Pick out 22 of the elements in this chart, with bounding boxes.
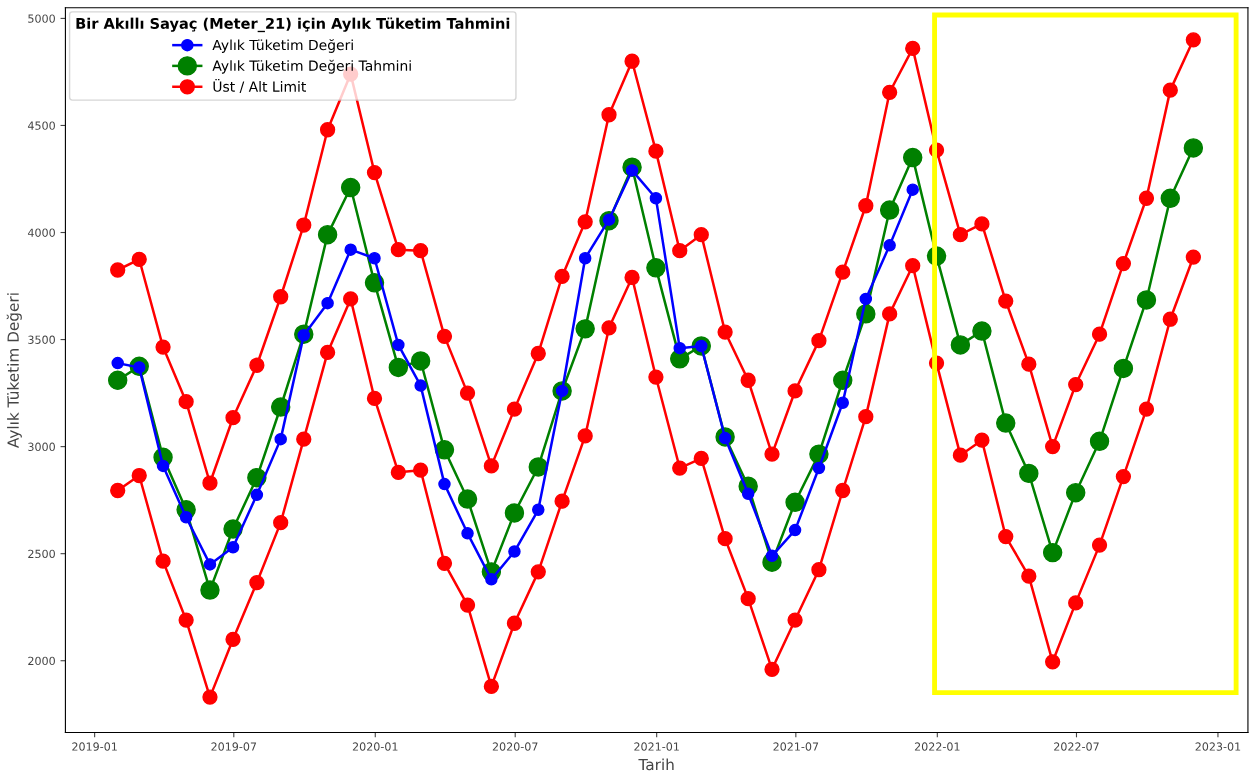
y-tick-label: 2000	[28, 656, 55, 666]
x-tick-label: 2019-01	[72, 742, 117, 751]
y-axis-title: Aylık Tüketim Değeri	[6, 293, 22, 448]
x-tick-label: 2019-07	[211, 742, 257, 751]
x-tick-label: 2020-01	[352, 742, 398, 751]
x-tick-label: 2023-01	[1195, 742, 1241, 751]
y-tick-label: 3500	[28, 335, 55, 344]
y-tick-label: 3000	[28, 442, 55, 451]
x-tick-label: 2021-01	[634, 742, 679, 751]
legend-label: Aylık Tüketim Değeri Tahmini	[212, 59, 411, 74]
x-axis-title: Tarih	[638, 758, 674, 771]
legend-title: Bir Akıllı Sayaç (Meter_21) için Aylık Tüketim Tahmini	[76, 17, 510, 33]
x-tick-label: 2021-07	[773, 742, 819, 751]
y-tick-label: 5000	[28, 14, 55, 23]
legend-label: Üst / Alt Limit	[213, 78, 306, 93]
x-tick-label: 2022-01	[914, 742, 960, 751]
x-tick-label: 2020-07	[492, 742, 538, 751]
legend-label: Aylık Tüketim Değeri	[212, 39, 353, 53]
y-tick-label: 2500	[28, 549, 55, 559]
y-tick-label: 4000	[27, 228, 55, 237]
y-tick-label: 4500	[27, 121, 55, 130]
x-tick-label: 2022-07	[1054, 742, 1099, 751]
